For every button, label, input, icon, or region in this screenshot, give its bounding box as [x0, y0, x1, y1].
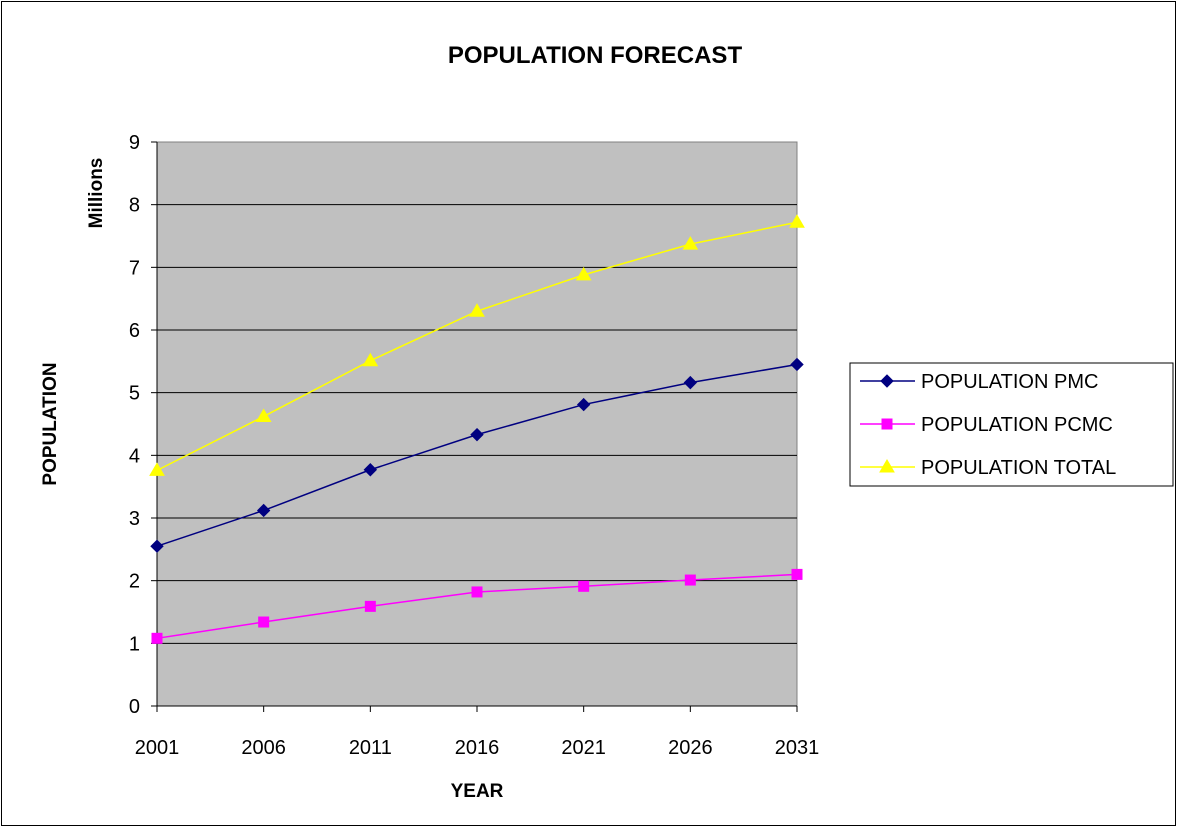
legend-label: POPULATION PCMC	[921, 414, 1113, 436]
data-point	[362, 352, 379, 367]
legend-marker	[879, 459, 895, 473]
legend-label: POPULATION PMC	[921, 371, 1098, 393]
series-lines	[149, 214, 805, 644]
y-tick-label: 1	[129, 633, 140, 655]
y-tick-label: 2	[129, 571, 140, 593]
legend-entry: POPULATION PCMC	[860, 414, 1113, 436]
series-3	[149, 214, 805, 476]
y-tick-label: 4	[129, 445, 140, 467]
plot-area	[156, 141, 798, 707]
data-point	[684, 574, 696, 586]
y-tick-label: 6	[129, 320, 140, 342]
data-point	[364, 600, 376, 612]
data-point	[151, 632, 163, 644]
legend-marker	[881, 418, 893, 430]
y-tick-label: 8	[129, 195, 140, 217]
y-axis-title: POPULATION	[40, 362, 61, 485]
data-point	[256, 503, 271, 518]
legend-entry: POPULATION PMC	[860, 371, 1098, 393]
data-point	[363, 463, 378, 477]
x-tick-label: 2021	[561, 737, 606, 759]
data-point	[575, 266, 592, 281]
data-point	[682, 236, 699, 250]
y-tick-label: 9	[129, 132, 140, 154]
y-tick-label: 5	[129, 383, 140, 405]
series-1	[150, 357, 804, 553]
data-point	[578, 580, 590, 592]
y-axis-units-label: Millions	[86, 158, 107, 229]
x-tick-label: 2016	[455, 737, 500, 759]
data-point	[469, 303, 485, 317]
x-tick-label: 2026	[668, 737, 713, 759]
data-point	[791, 568, 803, 580]
x-tick-label: 2031	[775, 737, 820, 759]
series-2	[151, 568, 803, 644]
data-point	[576, 397, 591, 412]
data-point	[255, 408, 272, 422]
legend-marker	[880, 374, 894, 388]
data-point	[149, 462, 165, 476]
y-tick-label: 3	[129, 508, 140, 530]
data-point	[150, 539, 164, 553]
x-tick-label: 2001	[135, 737, 180, 759]
y-tick-label: 7	[129, 257, 140, 279]
data-point	[790, 357, 804, 372]
data-point	[789, 214, 805, 228]
x-axis-title: YEAR	[451, 781, 504, 802]
data-point	[258, 616, 270, 628]
data-point	[470, 427, 484, 442]
x-tick-label: 2006	[241, 737, 286, 759]
data-point	[471, 586, 483, 598]
chart-title: POPULATION FORECAST	[448, 42, 743, 69]
legend-label: POPULATION TOTAL	[921, 457, 1116, 479]
axes: 0 1 2 3 4 5 6 7 8 9 2001 2006 2011 2016 2021 2026 2031	[129, 132, 819, 759]
data-point	[683, 375, 698, 390]
y-tick-label: 0	[129, 696, 140, 718]
legend-entry: POPULATION TOTAL	[860, 457, 1116, 479]
legend: POPULATION PMC POPULATION PCMC POPULATION …	[849, 362, 1174, 487]
x-tick-label: 2011	[349, 737, 392, 759]
